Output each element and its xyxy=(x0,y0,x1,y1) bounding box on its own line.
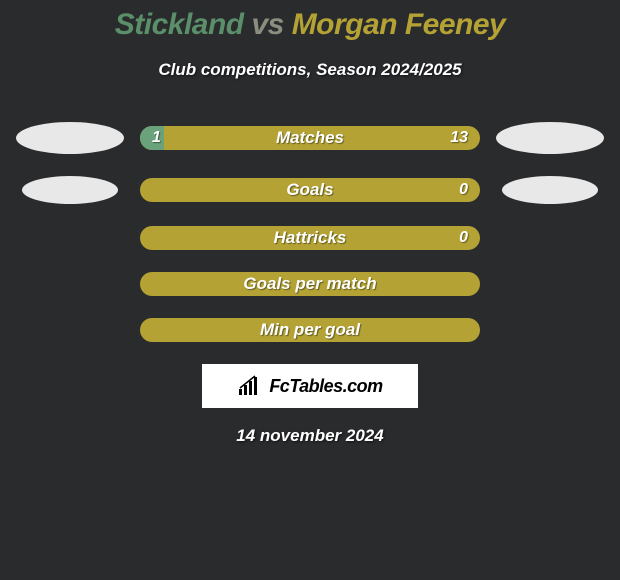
chart-icon xyxy=(237,375,263,397)
date-label: 14 november 2024 xyxy=(0,426,620,446)
title-player2: Morgan Feeney xyxy=(292,8,506,41)
stat-value-player1: 1 xyxy=(152,126,161,150)
stat-label: Min per goal xyxy=(140,318,480,342)
page-title: Stickland vs Morgan Feeney xyxy=(0,8,620,42)
title-player1: Stickland xyxy=(115,8,244,41)
comparison-row: Goals0 xyxy=(0,176,620,204)
stat-bar: Goals per match xyxy=(140,272,480,296)
comparison-row: Hattricks0 xyxy=(0,226,620,250)
stat-bar: Matches1 13 xyxy=(140,126,480,150)
stat-bar: Goals0 xyxy=(140,178,480,202)
stat-label: Goals per match xyxy=(140,272,480,296)
title-vs: vs xyxy=(251,8,283,41)
player1-avatar-cell xyxy=(10,176,130,204)
source-badge: FcTables.com xyxy=(202,364,418,408)
stat-bar: Hattricks0 xyxy=(140,226,480,250)
subtitle: Club competitions, Season 2024/2025 xyxy=(0,60,620,80)
infographic-container: Stickland vs Morgan Feeney Club competit… xyxy=(0,0,620,446)
stat-label: Hattricks xyxy=(140,226,480,250)
player2-avatar-cell xyxy=(490,122,610,154)
player2-avatar xyxy=(502,176,598,204)
comparison-row: Matches1 13 xyxy=(0,122,620,154)
comparison-row: Min per goal xyxy=(0,318,620,342)
stat-bar: Min per goal xyxy=(140,318,480,342)
stat-value-player2: 0 xyxy=(459,226,468,250)
comparison-rows: Matches113Goals0Hattricks0Goals per matc… xyxy=(0,122,620,342)
stat-value-player2: 13 xyxy=(450,126,468,150)
player1-avatar xyxy=(22,176,118,204)
stat-label: Goals xyxy=(140,178,480,202)
comparison-row: Goals per match xyxy=(0,272,620,296)
player1-avatar xyxy=(16,122,124,154)
source-text: FcTables.com xyxy=(269,376,382,397)
stat-value-player2: 0 xyxy=(459,178,468,202)
player2-avatar-cell xyxy=(490,176,610,204)
player2-avatar xyxy=(496,122,604,154)
player1-avatar-cell xyxy=(10,122,130,154)
stat-label: Matches xyxy=(140,126,480,150)
